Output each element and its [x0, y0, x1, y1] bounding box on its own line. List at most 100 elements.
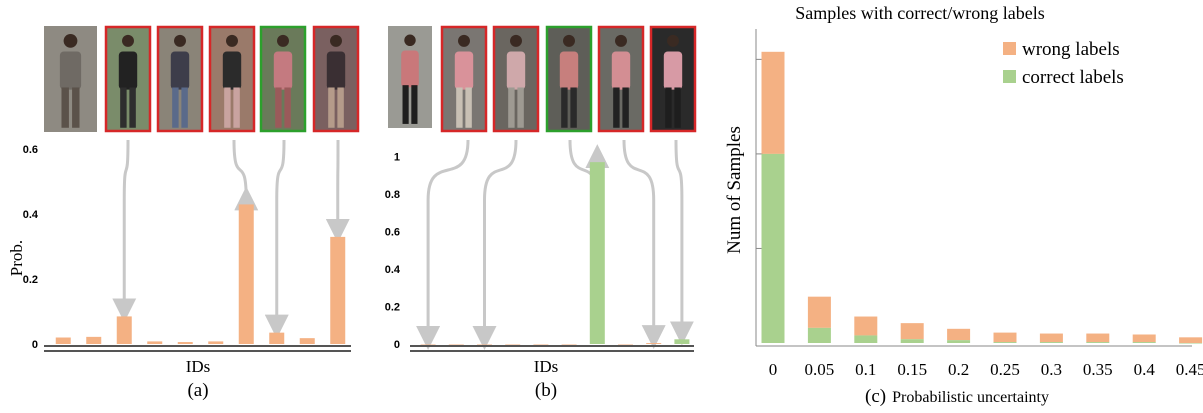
gallery-photo-b-1	[440, 25, 488, 133]
bar	[238, 204, 254, 344]
x-tick-labels-c: 0 0.05 0.1 0.15 0.2 0.25 0.3 0.35 0.4 0.45	[769, 360, 1203, 379]
bar	[147, 341, 163, 344]
x-tick-label: 0.4	[1134, 360, 1156, 379]
bar-wrong	[761, 51, 785, 154]
gallery-photo-b-5	[649, 25, 697, 133]
gallery-photo-a-1	[104, 25, 152, 133]
y-tick-label: 0.6	[385, 227, 400, 239]
x-tick-label: 0.45	[1176, 360, 1203, 379]
chart-title-c: Samples with correct/wrong labels	[795, 3, 1044, 23]
bar-correct	[807, 327, 831, 343]
bar-correct	[1086, 342, 1110, 343]
bars-c	[761, 51, 1203, 344]
bar-correct	[761, 153, 785, 343]
gallery-photo-b-2	[492, 25, 540, 133]
bar	[674, 339, 690, 344]
bar-correct	[854, 335, 878, 343]
x-tick-label: 0.2	[948, 360, 969, 379]
bar	[55, 337, 71, 344]
bar-wrong	[1132, 334, 1156, 343]
x-tick-label: 0.1	[855, 360, 876, 379]
gallery-photo-b-4	[597, 25, 645, 133]
bar-correct	[1039, 342, 1063, 343]
bar-wrong	[854, 316, 878, 336]
arrows-b	[416, 139, 694, 350]
x-tick-label: 0.3	[1041, 360, 1062, 379]
y-tick-label: 1	[394, 152, 400, 164]
bar-wrong	[1086, 333, 1110, 343]
panel-b: 0 0.2 0.4 0.6 0.8 1 IDs (b)	[385, 25, 697, 401]
arrow	[112, 139, 137, 323]
bar	[299, 338, 315, 344]
x-tick-label: 0.15	[897, 360, 927, 379]
bar-correct	[900, 339, 924, 343]
y-tick-label: 0.2	[23, 274, 38, 286]
x-tick-label: 0.35	[1083, 360, 1113, 379]
arrow	[669, 139, 694, 346]
caption-c: (c)	[865, 386, 886, 407]
y-label-c: Num of Samples	[724, 126, 745, 254]
bar-correct	[947, 340, 971, 343]
bar-wrong	[807, 296, 831, 328]
bar	[505, 344, 521, 345]
legend-swatch-wrong	[1003, 42, 1016, 55]
photo-strip-a	[44, 25, 360, 133]
bar	[561, 344, 577, 345]
arrow	[416, 139, 470, 350]
y-label-a: Prob.	[7, 240, 26, 276]
y-tick-label: 0	[394, 339, 400, 351]
gallery-photo-a-3	[208, 25, 256, 133]
y-ticks-b: 0 0.2 0.4 0.6 0.8 1	[385, 152, 401, 352]
bar-correct	[1179, 343, 1203, 344]
bar-wrong	[900, 323, 924, 340]
bar	[420, 344, 436, 345]
bar	[533, 344, 549, 345]
gallery-photo-a-2	[156, 25, 204, 133]
y-ticks-a: 0 0.2 0.4 0.6	[23, 144, 39, 351]
y-tick-label: 0.4	[385, 264, 401, 276]
panel-c: Samples with correct/wrong labels 0 0.05 0…	[724, 3, 1203, 407]
y-tick-label: 0.6	[23, 144, 38, 156]
bar-wrong	[947, 328, 971, 341]
arrow	[622, 139, 666, 350]
caption-a: (a)	[187, 380, 208, 401]
legend-label-wrong: wrong labels	[1022, 39, 1120, 60]
bar	[618, 344, 633, 345]
gallery-photo-a-4	[259, 25, 307, 133]
x-label-b: IDs	[534, 357, 559, 376]
x-label-c: (c) Probabilistic uncertainty	[865, 386, 1049, 407]
gallery-photo-b-3	[545, 25, 593, 133]
gallery-photo-a-5	[312, 25, 360, 133]
bars-a	[55, 204, 346, 344]
bar	[208, 341, 224, 344]
panel-a: 0 0.2 0.4 0.6 IDs (a) Prob.	[7, 25, 360, 401]
y-tick-label: 0	[32, 339, 38, 351]
bar-correct	[1132, 342, 1156, 343]
y-tick-label: 0.4	[23, 209, 39, 221]
bar	[477, 344, 492, 345]
arrow	[472, 139, 518, 350]
x-label-c-text: Probabilistic uncertainty	[892, 389, 1049, 406]
legend-swatch-correct	[1003, 70, 1016, 83]
bar-wrong	[1039, 333, 1063, 343]
x-tick-label: 0.25	[990, 360, 1020, 379]
caption-b: (b)	[535, 380, 557, 401]
bar	[589, 162, 605, 344]
x-tick-label: 0.05	[805, 360, 835, 379]
bar-wrong	[993, 332, 1017, 343]
arrows-a	[112, 139, 350, 339]
x-tick-label: 0	[769, 360, 778, 379]
bar-correct	[993, 342, 1017, 343]
query-photo-b	[388, 26, 432, 128]
photo-strip-b	[388, 25, 697, 133]
y-tick-label: 0.2	[385, 302, 400, 314]
bar	[448, 344, 464, 345]
x-label-a: IDs	[186, 357, 211, 376]
bars-b	[420, 162, 690, 345]
legend-c: wrong labels correct labels	[1003, 39, 1124, 88]
bar-wrong	[1179, 337, 1203, 343]
bar	[116, 316, 132, 344]
query-photo-a	[44, 26, 97, 132]
bar	[269, 332, 285, 344]
